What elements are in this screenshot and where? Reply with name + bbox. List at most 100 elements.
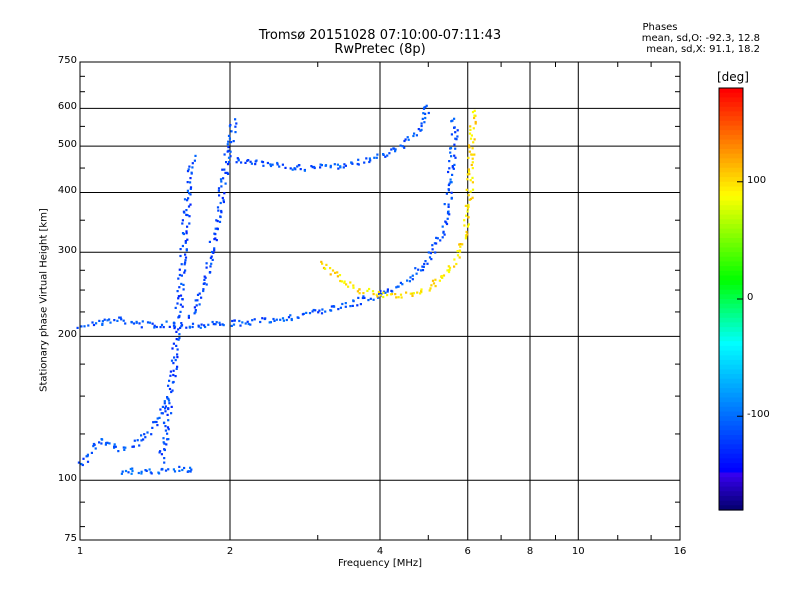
colorbar-segment: [719, 167, 743, 173]
data-point: [186, 170, 190, 173]
data-point: [287, 316, 291, 319]
data-point: [194, 311, 197, 314]
data-point: [144, 436, 147, 439]
data-point: [340, 280, 343, 283]
data-point: [471, 157, 474, 160]
data-point: [179, 294, 183, 297]
data-point: [100, 438, 103, 441]
y-tick-label: 200: [57, 329, 77, 341]
data-point: [163, 448, 166, 452]
data-point: [178, 286, 181, 289]
data-point: [424, 260, 427, 263]
data-point: [235, 161, 238, 164]
data-point: [180, 274, 183, 277]
data-point: [446, 269, 449, 272]
data-point: [227, 134, 231, 137]
data-point: [228, 125, 231, 128]
data-point: [379, 294, 382, 297]
data-point: [122, 446, 125, 449]
data-point: [419, 292, 422, 295]
data-point: [420, 288, 423, 291]
data-point: [189, 186, 193, 189]
data-point: [447, 188, 450, 191]
data-point: [184, 261, 187, 264]
colorbar-segment: [719, 116, 743, 122]
data-point: [466, 210, 469, 213]
data-point: [226, 171, 229, 174]
data-point: [469, 128, 472, 131]
data-point: [443, 203, 446, 206]
x-tick-label: 6: [464, 546, 471, 557]
colorbar-segment: [719, 308, 743, 314]
data-point: [358, 288, 361, 291]
data-point: [117, 450, 120, 453]
data-point: [173, 356, 176, 359]
data-point: [412, 292, 415, 295]
data-point: [216, 206, 220, 209]
data-point: [291, 168, 294, 171]
data-point: [165, 320, 168, 323]
data-point: [83, 325, 86, 328]
data-point: [472, 127, 475, 130]
data-point: [187, 314, 190, 317]
data-point: [172, 342, 175, 345]
data-point: [369, 159, 372, 162]
data-point: [218, 220, 222, 223]
data-point: [227, 146, 230, 149]
data-point: [101, 320, 104, 323]
data-point: [467, 205, 470, 208]
data-point: [195, 304, 198, 307]
data-point: [461, 243, 464, 246]
data-point: [124, 469, 128, 473]
colorbar-segment: [719, 209, 743, 216]
data-point: [299, 168, 302, 171]
data-point: [211, 258, 214, 261]
colorbar-tick-label: 0: [747, 292, 754, 303]
data-point: [180, 282, 183, 285]
colorbar-segment: [719, 284, 743, 291]
chart-subtitle: RwPretec (8p): [334, 42, 426, 57]
data-point: [253, 318, 256, 321]
data-point: [121, 470, 124, 473]
data-point: [160, 323, 164, 326]
data-point: [367, 299, 370, 302]
data-point: [138, 322, 141, 325]
data-point: [106, 319, 109, 322]
data-point: [415, 134, 418, 137]
data-point: [431, 279, 435, 282]
phases-title: Phases: [642, 22, 678, 33]
data-point: [180, 263, 183, 266]
data-point: [349, 281, 352, 284]
data-point: [405, 291, 408, 294]
y-tick-label: 75: [64, 533, 77, 544]
data-point: [339, 279, 342, 283]
data-point: [384, 291, 387, 294]
colorbar-segment: [719, 359, 743, 366]
data-point: [469, 197, 473, 201]
data-point: [334, 271, 337, 274]
colorbar-segment: [719, 505, 743, 511]
data-point: [390, 289, 393, 292]
data-point: [454, 156, 457, 159]
y-tick-label: 400: [57, 185, 77, 197]
data-point: [208, 240, 211, 243]
data-point: [108, 318, 111, 321]
data-point: [120, 472, 123, 475]
data-point: [120, 318, 123, 321]
data-point: [92, 323, 96, 327]
data-point: [191, 322, 195, 325]
data-point: [222, 324, 225, 327]
data-point: [411, 278, 414, 281]
data-point: [181, 468, 184, 472]
data-point: [212, 251, 215, 254]
data-point: [275, 318, 278, 321]
data-point: [324, 310, 327, 313]
data-point: [158, 416, 161, 419]
colorbar-segment: [719, 317, 743, 324]
data-point: [205, 283, 208, 286]
data-point: [82, 457, 85, 460]
data-point: [440, 275, 443, 278]
data-point: [261, 317, 264, 320]
data-point: [175, 330, 178, 333]
